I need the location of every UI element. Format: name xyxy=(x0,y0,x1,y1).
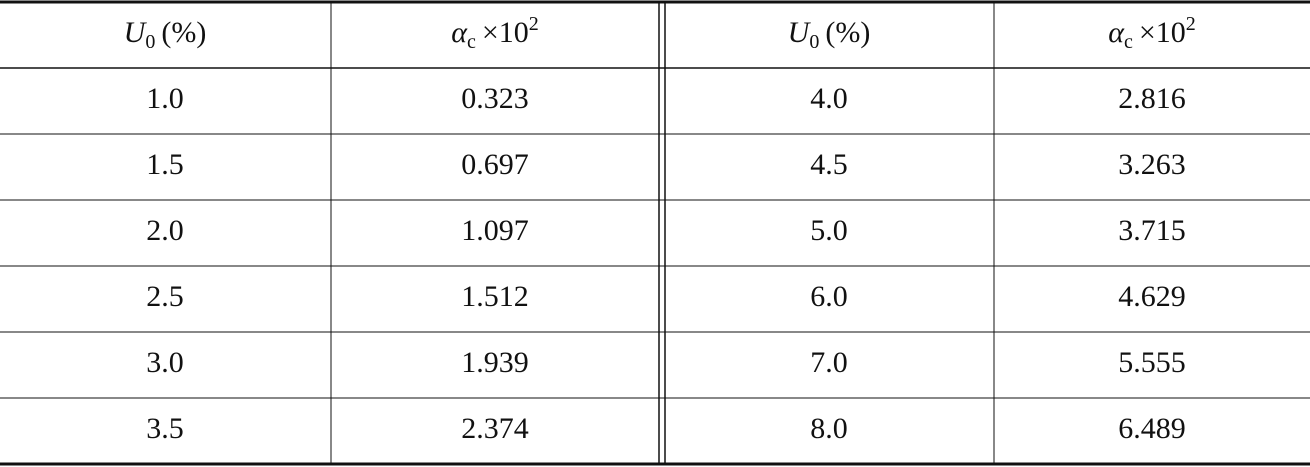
cell: 2.5 xyxy=(146,280,184,313)
cell: 0.697 xyxy=(461,148,529,181)
header-subscript: 0 xyxy=(809,31,819,53)
header-subscript: c xyxy=(467,31,476,53)
cell: 6.0 xyxy=(810,280,848,313)
cell: 1.512 xyxy=(461,280,529,313)
header-subscript: 0 xyxy=(145,31,155,53)
header-cell: αc ×102 xyxy=(451,13,539,53)
header-unit: ×10 xyxy=(482,16,529,49)
cell: 3.0 xyxy=(146,346,184,379)
cell: 3.263 xyxy=(1118,148,1186,181)
header-superscript: 2 xyxy=(529,13,539,35)
cell: 7.0 xyxy=(810,346,848,379)
cell: 3.715 xyxy=(1118,214,1186,247)
cell: 2.0 xyxy=(146,214,184,247)
cell: 1.5 xyxy=(146,148,184,181)
header-symbol: α xyxy=(451,16,468,49)
header-cell: U0 (%) xyxy=(124,16,207,53)
cell: 4.0 xyxy=(810,82,848,115)
cell: 4.629 xyxy=(1118,280,1186,313)
header-unit: (%) xyxy=(825,16,870,49)
header-symbol: α xyxy=(1108,16,1125,49)
cell: 1.097 xyxy=(461,214,529,247)
cell: 3.5 xyxy=(146,412,184,445)
header-superscript: 2 xyxy=(1186,13,1196,35)
header-cell: αc ×102 xyxy=(1108,13,1196,53)
cell: 0.323 xyxy=(461,82,529,115)
cell: 6.489 xyxy=(1118,412,1186,445)
cell: 1.939 xyxy=(461,346,529,379)
header-subscript: c xyxy=(1124,31,1133,53)
header-unit: (%) xyxy=(161,16,206,49)
cell: 1.0 xyxy=(146,82,184,115)
cell: 5.555 xyxy=(1118,346,1186,379)
cell: 5.0 xyxy=(810,214,848,247)
header-unit: ×10 xyxy=(1139,16,1186,49)
header-symbol: U xyxy=(124,16,148,49)
cell: 2.374 xyxy=(461,412,529,445)
header-cell: U0 (%) xyxy=(788,16,871,53)
cell: 2.816 xyxy=(1118,82,1186,115)
cell: 4.5 xyxy=(810,148,848,181)
header-symbol: U xyxy=(788,16,812,49)
cell: 8.0 xyxy=(810,412,848,445)
